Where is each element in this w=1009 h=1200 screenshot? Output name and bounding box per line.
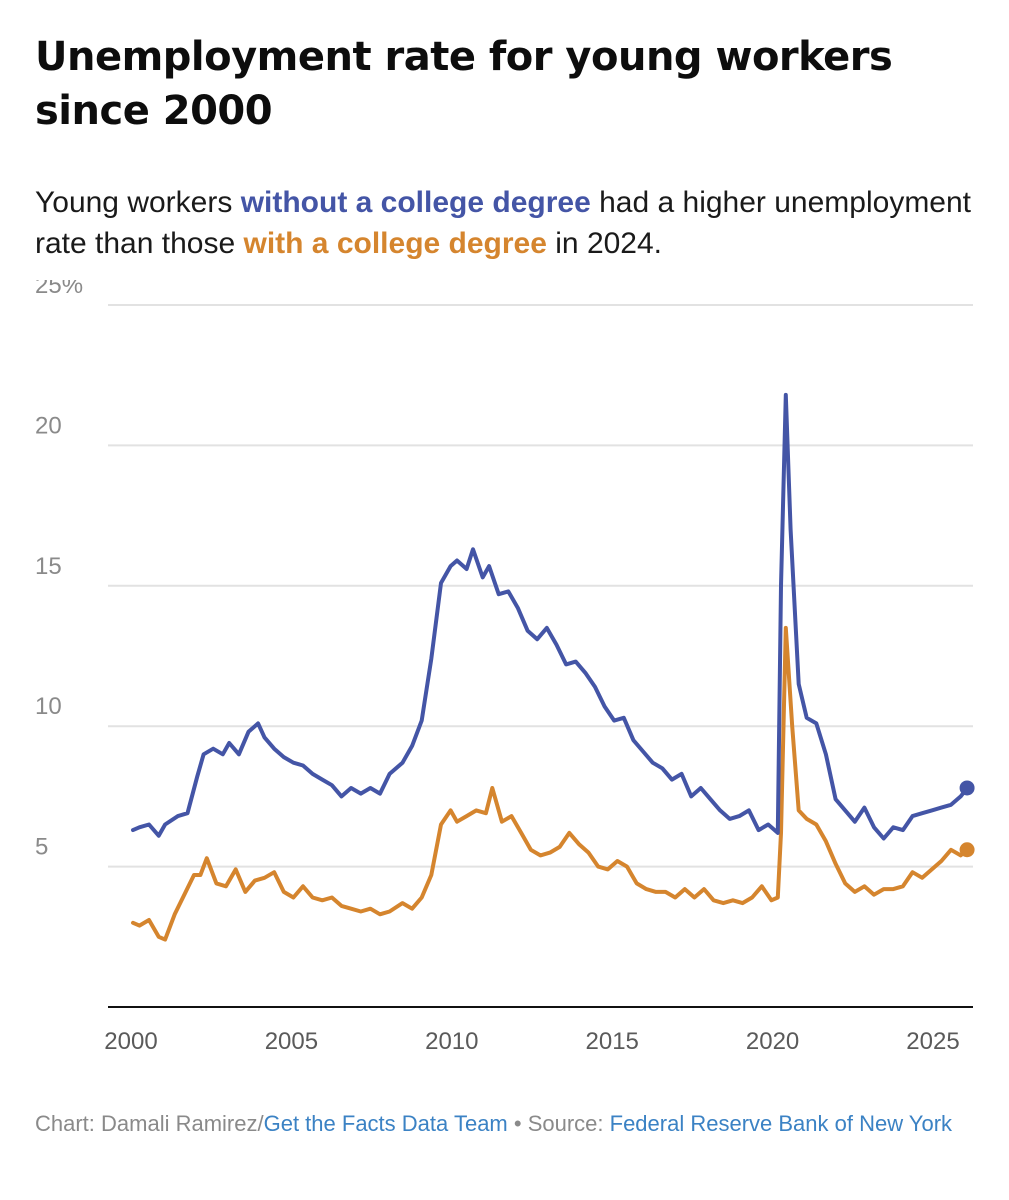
credit-author: Chart: Damali Ramirez/	[35, 1111, 264, 1136]
subtitle-text-1: Young workers	[35, 186, 241, 219]
end-point-with-a-college-degree	[959, 842, 975, 858]
chart-credits: Chart: Damali Ramirez/Get the Facts Data…	[35, 1106, 985, 1142]
legend-no-degree: without a college degree	[240, 186, 591, 219]
end-point-without-a-college-degree	[959, 780, 975, 796]
source-link[interactable]: Federal Reserve Bank of New York	[609, 1111, 953, 1136]
credit-separator: • Source:	[507, 1111, 610, 1136]
y-tick-label-15: 15	[35, 553, 62, 580]
subtitle-text-3: in 2024.	[546, 227, 663, 260]
line-chart: 5 10 15 20 25% 2000 2005 2010 2015 2020 2025	[35, 280, 975, 1055]
y-tick-label-10: 10	[35, 693, 62, 720]
x-tick-label-2015: 2015	[586, 1028, 639, 1055]
y-tick-label-25: 25%	[35, 280, 83, 299]
x-tick-label-2010: 2010	[425, 1028, 478, 1055]
x-tick-label-2020: 2020	[746, 1028, 799, 1055]
series-line-without-a-college-degree	[131, 392, 970, 841]
chart-title: Unemployment rate for young workers sinc…	[35, 34, 893, 134]
y-tick-label-20: 20	[35, 412, 62, 439]
x-tick-label-2025: 2025	[906, 1028, 959, 1055]
credit-team-link[interactable]: Get the Facts Data Team	[263, 1111, 508, 1136]
chart-subtitle: Young workers without a college degree h…	[35, 182, 995, 264]
legend-degree: with a college degree	[243, 227, 547, 260]
subtitle-text-2: had a higher unemployment rate than thos…	[35, 186, 972, 260]
x-tick-label-2005: 2005	[265, 1028, 318, 1055]
series-line-with-a-college-degree	[131, 625, 970, 942]
y-tick-label-5: 5	[35, 834, 48, 861]
x-tick-label-2000: 2000	[104, 1028, 157, 1055]
